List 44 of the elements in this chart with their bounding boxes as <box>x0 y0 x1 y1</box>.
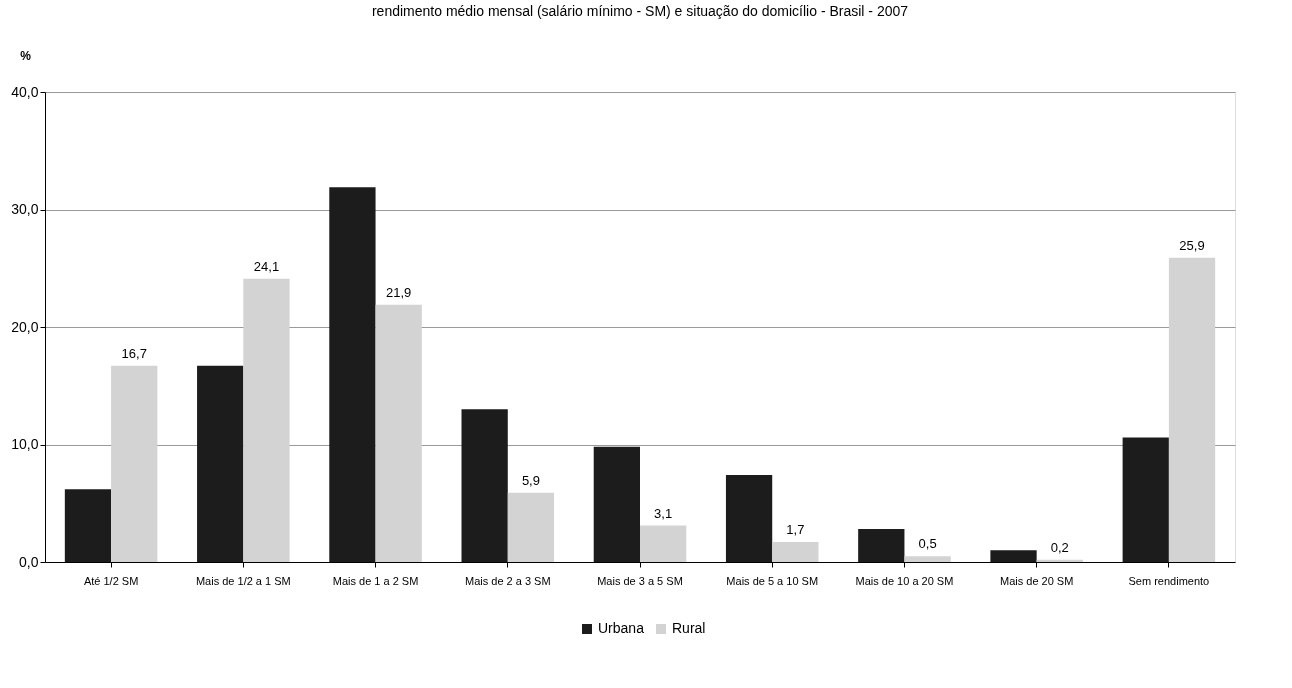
x-tick-label: Sem rendimento <box>1128 574 1210 587</box>
bar <box>243 278 290 562</box>
bar <box>111 365 158 562</box>
bar <box>640 525 687 562</box>
bar <box>858 529 905 562</box>
y-tick-label: 40,0 <box>11 83 39 100</box>
y-tick-label: 10,0 <box>11 436 39 452</box>
data-label: 3,1 <box>654 505 673 521</box>
bar <box>772 542 819 562</box>
bar <box>461 409 508 562</box>
x-tick-label: Até 1/2 SM <box>83 574 139 587</box>
data-label: 25,9 <box>1179 237 1205 253</box>
data-label: 0,2 <box>1050 539 1069 555</box>
data-label: 5,9 <box>521 472 540 488</box>
bar <box>1122 437 1169 562</box>
y-axis-title: % <box>20 48 32 63</box>
data-label: 0,5 <box>918 536 937 552</box>
data-label: 1,7 <box>786 522 805 538</box>
y-tick-label: 0,0 <box>19 553 39 570</box>
bar <box>904 556 951 562</box>
x-tick-label: Mais de 10 a 20 SM <box>855 574 954 587</box>
y-tick-label: 20,0 <box>11 318 39 335</box>
bar <box>990 550 1037 562</box>
bar <box>507 492 555 562</box>
chart-title: rendimento médio mensal (salário mínimo - SM) e situação do domicílio - Brasil - 2007 <box>371 3 909 19</box>
data-label: 21,9 <box>386 284 412 300</box>
bar <box>593 446 640 562</box>
x-tick-label: Mais de 2 a 3 SM <box>464 574 551 587</box>
bar <box>329 187 376 562</box>
x-tick-label: Mais de 1 a 2 SM <box>332 574 419 587</box>
data-label: 16,7 <box>121 345 147 361</box>
bar <box>375 304 422 562</box>
data-label: 24,1 <box>253 258 280 274</box>
bar <box>64 489 112 562</box>
legend-label: Urbana <box>598 620 645 636</box>
x-tick-label: Mais de 5 a 10 SM <box>726 574 819 587</box>
x-tick-label: Mais de 3 a 5 SM <box>597 574 683 587</box>
bar <box>1168 257 1216 562</box>
bar <box>725 475 773 562</box>
x-tick-label: Mais de 1/2 a 1 SM <box>195 574 291 587</box>
y-tick-label: 30,0 <box>11 201 39 217</box>
legend-label: Rural <box>672 620 706 636</box>
bar <box>197 365 244 562</box>
x-tick-label: Mais de 20 SM <box>999 574 1074 587</box>
